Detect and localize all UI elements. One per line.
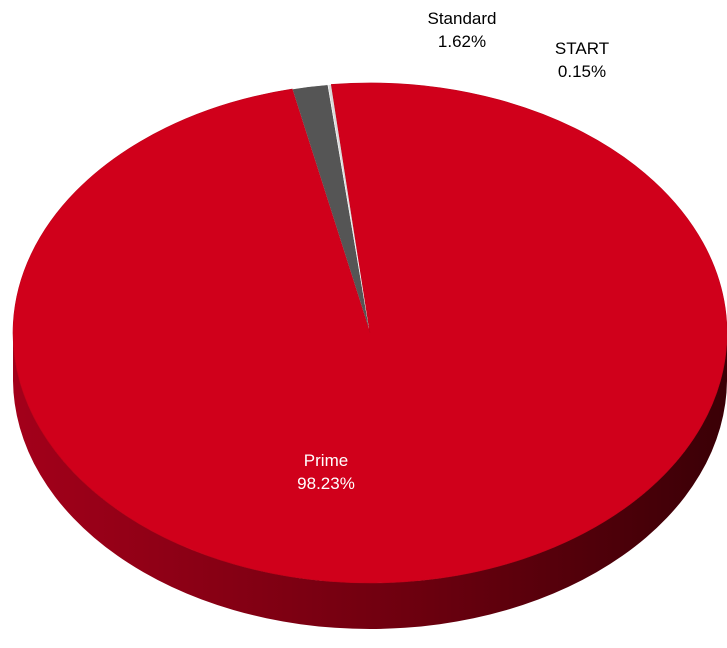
pie-label-start: START 0.15% — [555, 39, 609, 81]
pie-label-standard: Standard 1.62% — [428, 9, 497, 51]
pie-rim — [13, 333, 727, 629]
pie-label-prime: Prime 98.23% — [297, 451, 355, 493]
pie-label-name: Prime — [304, 451, 348, 470]
pie-slices — [12, 82, 727, 584]
pie-label-name: START — [555, 39, 609, 58]
pie-label-value: 0.15% — [558, 62, 606, 81]
pie-labels: Prime 98.23% Standard 1.62% START 0.15% — [297, 9, 609, 493]
pie-label-value: 98.23% — [297, 474, 355, 493]
pie-label-name: Standard — [428, 9, 497, 28]
pie-depth-layer — [13, 333, 727, 629]
pie-slice-prime — [12, 82, 727, 584]
pie-label-value: 1.62% — [438, 32, 486, 51]
